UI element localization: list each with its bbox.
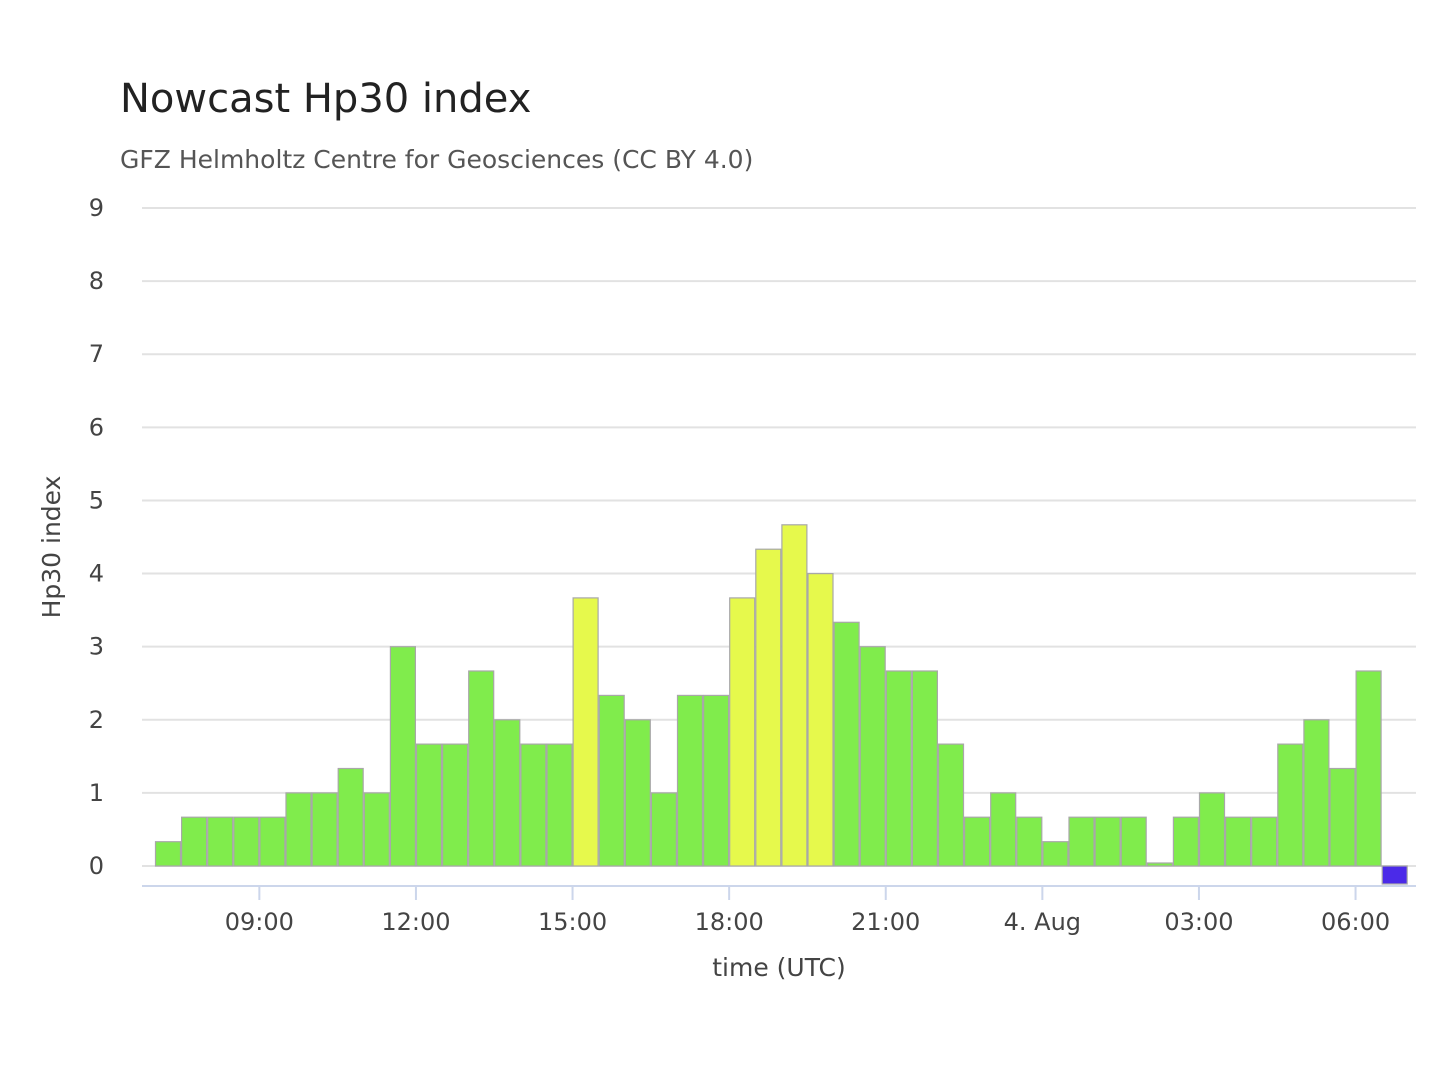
bar[interactable] (781, 524, 808, 867)
chart-subtitle: GFZ Helmholtz Centre for Geosciences (CC… (120, 145, 754, 174)
bar[interactable] (807, 572, 834, 867)
x-tick-label: 06:00 (1321, 908, 1390, 936)
y-tick-label: 3 (89, 633, 104, 661)
bar[interactable] (494, 719, 521, 867)
y-tick-label: 7 (89, 340, 104, 368)
bar[interactable] (755, 548, 782, 867)
y-tick-label: 2 (89, 706, 104, 734)
bar[interactable] (1251, 816, 1278, 867)
bar[interactable] (181, 816, 208, 867)
y-tick-label: 0 (89, 852, 104, 880)
bar[interactable] (259, 816, 286, 867)
bar[interactable] (702, 694, 730, 867)
bar[interactable] (1172, 816, 1200, 867)
chart-title: Nowcast Hp30 index (120, 76, 532, 122)
bar[interactable] (963, 816, 991, 867)
y-tick-label: 9 (89, 194, 104, 222)
bar[interactable] (1277, 743, 1304, 867)
x-tick-label: 18:00 (695, 908, 764, 936)
bar[interactable] (1042, 841, 1069, 867)
bar[interactable] (598, 694, 625, 867)
bar[interactable] (1224, 816, 1252, 867)
y-tick-label: 6 (89, 413, 104, 441)
y-tick-label: 5 (89, 486, 104, 514)
bar[interactable] (1120, 816, 1147, 867)
bar[interactable] (520, 743, 547, 867)
x-tick-label: 15:00 (538, 908, 607, 936)
bar[interactable] (885, 670, 912, 867)
bar[interactable] (859, 646, 886, 867)
bar[interactable] (1381, 865, 1408, 885)
bars (154, 524, 1408, 885)
x-tick-label: 21:00 (851, 908, 920, 936)
bar[interactable] (389, 646, 416, 867)
x-tick-label: 4. Aug (1004, 908, 1081, 936)
bar[interactable] (311, 792, 338, 867)
bar[interactable] (207, 816, 234, 867)
x-axis-ticks: 09:00 12:00 15:00 18:00 21:00 4. Aug 03:00 06:0… (225, 886, 1390, 936)
bar[interactable] (1094, 816, 1121, 867)
bar[interactable] (937, 743, 965, 867)
y-tick-label: 8 (89, 267, 104, 295)
bar[interactable] (233, 816, 260, 867)
bar[interactable] (1016, 816, 1043, 867)
bar[interactable] (1303, 719, 1330, 867)
x-axis-title: time (UTC) (712, 953, 846, 982)
bar[interactable] (676, 694, 704, 867)
bar[interactable] (285, 792, 312, 867)
bar[interactable] (546, 743, 573, 867)
bar[interactable] (729, 597, 756, 867)
y-axis-title: Hp30 index (37, 476, 66, 619)
bar[interactable] (1329, 767, 1356, 867)
bar[interactable] (154, 841, 182, 867)
bar[interactable] (1068, 816, 1095, 867)
bar[interactable] (337, 767, 364, 867)
bar[interactable] (468, 670, 495, 867)
bar[interactable] (650, 792, 678, 867)
bar[interactable] (911, 670, 939, 867)
y-tick-label: 1 (89, 779, 104, 807)
x-tick-label: 03:00 (1164, 908, 1233, 936)
bar[interactable] (415, 743, 443, 867)
bar[interactable] (990, 792, 1017, 867)
bar[interactable] (363, 792, 390, 867)
bar[interactable] (1146, 862, 1173, 867)
bar[interactable] (1198, 792, 1226, 867)
bar[interactable] (624, 719, 651, 867)
bar[interactable] (442, 743, 469, 867)
bar[interactable] (1355, 670, 1382, 867)
y-tick-label: 4 (89, 560, 104, 588)
y-axis-ticks: 0 1 2 3 4 5 6 7 8 9 (89, 194, 104, 880)
x-tick-label: 12:00 (381, 908, 450, 936)
x-tick-label: 09:00 (225, 908, 294, 936)
bar[interactable] (833, 621, 860, 867)
bar[interactable] (572, 597, 599, 867)
